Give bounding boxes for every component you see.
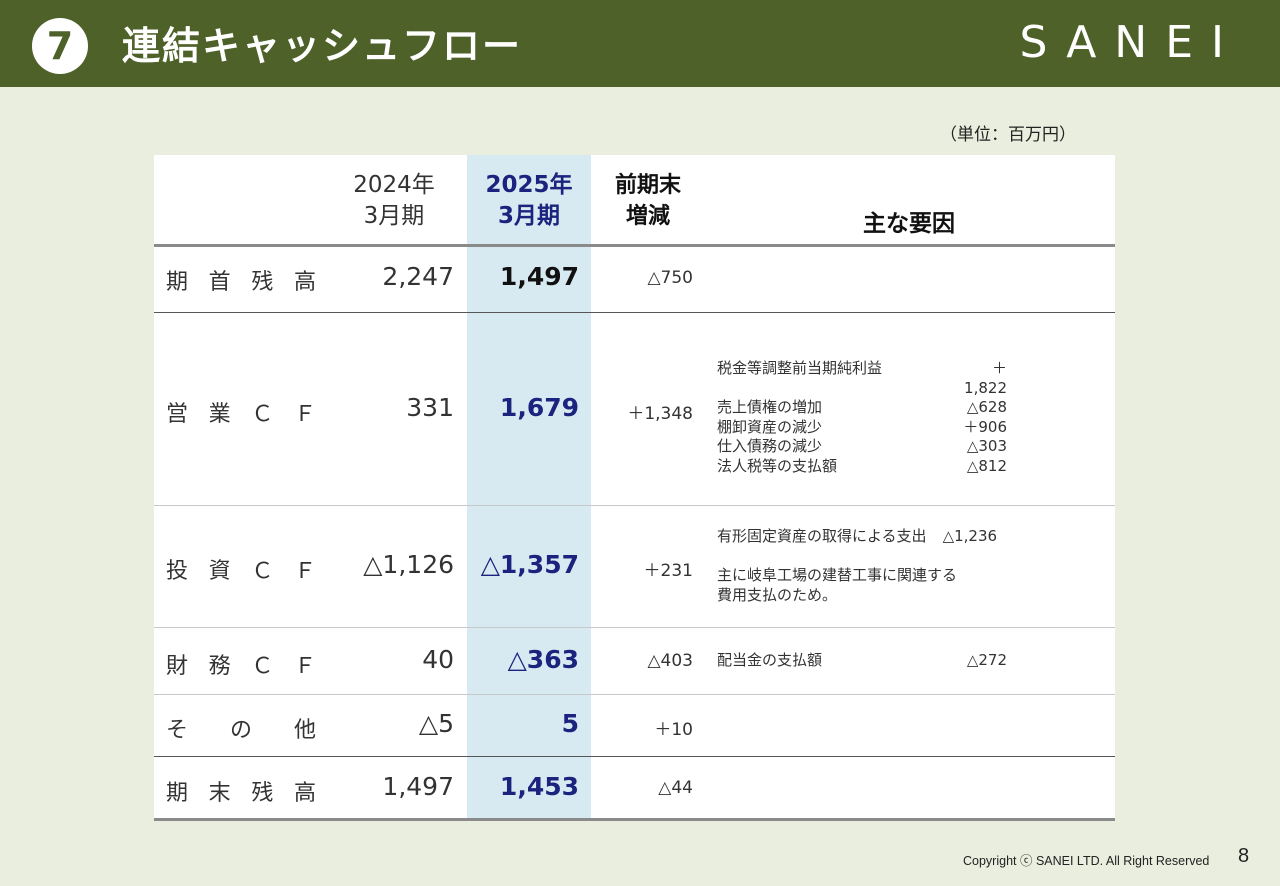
reason-item: 税金等調整前当期純利益 ＋1,822 (717, 359, 1107, 398)
sanei-logo: SANEI (1019, 17, 1242, 68)
col-header-diff-line2: 増減 (625, 204, 670, 229)
section-number-badge: 7 (32, 18, 88, 74)
operating-cf-reasons: 税金等調整前当期純利益 ＋1,822 売上債権の増加 △628 棚卸資産の減少 … (717, 359, 1107, 477)
label-char: 首 (208, 270, 231, 295)
row-divider (154, 627, 1115, 628)
reason-value: △272 (966, 651, 1007, 669)
label-char: 高 (293, 270, 316, 295)
page-number: 8 (1238, 845, 1250, 867)
operating-cf-diff: ＋1,348 (627, 404, 693, 424)
reason-value: △812 (966, 456, 1007, 475)
reason-label: 有形固定資産の取得による支出 (717, 527, 927, 545)
closing-balance-cur: 1,453 (499, 772, 579, 801)
col-header-prev-year: 2024年 (353, 172, 435, 198)
header-bar: 7 連結キャッシュフロー SANEI (0, 0, 1280, 87)
col-header-diff: 前期末 増減 (591, 170, 705, 232)
label-char: 期 (166, 781, 189, 806)
col-header-diff-line1: 前期末 (614, 173, 681, 198)
label-char: 営 (166, 402, 189, 427)
row-divider (154, 756, 1115, 757)
closing-balance-diff: △44 (658, 778, 693, 798)
row-label-operating-cf: 営 業 Ｃ Ｆ (166, 396, 316, 428)
operating-cf-prev: 331 (406, 393, 454, 422)
label-char: 期 (166, 270, 189, 295)
opening-balance-prev: 2,247 (382, 262, 454, 291)
col-header-cur: 2025年 3月期 (467, 170, 591, 232)
current-period-highlight (467, 155, 591, 821)
closing-balance-prev: 1,497 (382, 772, 454, 801)
header-divider (154, 244, 1115, 247)
label-char: 他 (293, 718, 316, 743)
other-cur: 5 (561, 709, 579, 738)
col-header-cur-year: 2025年 (485, 172, 573, 198)
col-header-prev-period: 3月期 (363, 203, 425, 229)
reason-value: △1,236 (942, 527, 998, 545)
reason-item: 棚卸資産の減少 ＋906 (717, 418, 1107, 438)
financing-cf-prev: 40 (422, 645, 454, 674)
reason-label: 配当金の支払額 (717, 651, 823, 669)
label-char: 財 (166, 654, 189, 679)
col-header-prev: 2024年 3月期 (324, 170, 464, 232)
label-char: そ (166, 718, 189, 743)
row-divider (154, 312, 1115, 313)
other-diff: ＋10 (654, 720, 693, 740)
financing-cf-cur: △363 (507, 645, 579, 674)
investing-cf-diff: ＋231 (643, 561, 693, 581)
label-char: 業 (208, 402, 231, 427)
financing-cf-reasons: 配当金の支払額 △272 (717, 651, 1107, 671)
investing-cf-prev: △1,126 (363, 550, 454, 579)
reason-label: 仕入債務の減少 (717, 437, 823, 456)
label-char: Ｆ (293, 654, 316, 679)
reason-label: 法人税等の支払額 (717, 456, 838, 475)
row-label-financing-cf: 財 務 Ｃ Ｆ (166, 648, 316, 680)
reason-note: 費用支払のため。 (717, 585, 838, 604)
col-header-cur-period: 3月期 (497, 203, 560, 229)
opening-balance-cur: 1,497 (499, 262, 579, 291)
label-char: 末 (208, 781, 231, 806)
investing-cf-reasons: 有形固定資産の取得による支出 △1,236 主に岐阜工場の建替工事に関連する 費… (717, 527, 1107, 605)
reason-item: 配当金の支払額 △272 (717, 651, 1107, 671)
label-char: 資 (208, 559, 231, 584)
label-char: 投 (166, 559, 189, 584)
row-label-opening-balance: 期 首 残 高 (166, 264, 316, 296)
investing-cf-cur: △1,357 (480, 550, 579, 579)
row-label-closing-balance: 期 末 残 高 (166, 775, 316, 807)
label-char: 務 (208, 654, 231, 679)
page-title: 連結キャッシュフロー (122, 24, 523, 68)
reason-value: ＋1,822 (964, 359, 1007, 397)
label-char: の (229, 718, 252, 743)
reason-note: 主に岐阜工場の建替工事に関連する (717, 566, 958, 585)
cashflow-table: 2024年 3月期 2025年 3月期 前期末 増減 主な要因 期 首 残 高 … (154, 155, 1115, 821)
label-char: Ｆ (293, 559, 316, 584)
financing-cf-diff: △403 (647, 651, 693, 671)
reason-item: 有形固定資産の取得による支出 △1,236 (717, 527, 1107, 547)
other-prev: △5 (418, 709, 454, 738)
label-char: 高 (293, 781, 316, 806)
table-bottom-border (154, 818, 1115, 821)
row-label-investing-cf: 投 資 Ｃ Ｆ (166, 553, 316, 585)
row-divider (154, 505, 1115, 506)
col-header-reason: 主な要因 (863, 211, 955, 237)
reason-label: 売上債権の増加 (717, 398, 823, 417)
reason-label: 税金等調整前当期純利益 (717, 359, 883, 377)
label-char: Ｃ (251, 654, 274, 679)
reason-item: 仕入債務の減少 △303 (717, 437, 1107, 457)
reason-label: 棚卸資産の減少 (717, 417, 823, 436)
reason-value: △628 (966, 398, 1007, 417)
row-label-other: そ の 他 (166, 712, 316, 744)
unit-note: （単位：百万円） (940, 125, 1076, 145)
label-char: 残 (251, 270, 274, 295)
label-char: 残 (251, 781, 274, 806)
operating-cf-cur: 1,679 (499, 393, 579, 422)
label-char: Ｃ (251, 559, 274, 584)
row-divider (154, 694, 1115, 695)
opening-balance-diff: △750 (647, 268, 693, 288)
reason-item: 売上債権の増加 △628 (717, 398, 1107, 418)
copyright-text: Copyright ⓒ SANEI LTD. All Right Reserve… (963, 854, 1210, 868)
reason-item: 法人税等の支払額 △812 (717, 457, 1107, 477)
label-char: Ｆ (293, 402, 316, 427)
label-char: Ｃ (251, 402, 274, 427)
reason-value: ＋906 (963, 417, 1007, 436)
reason-value: △303 (966, 437, 1007, 456)
